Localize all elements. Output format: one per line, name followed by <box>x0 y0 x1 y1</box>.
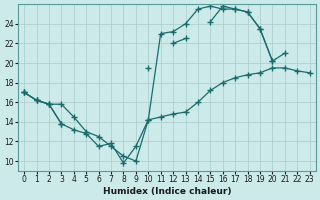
X-axis label: Humidex (Indice chaleur): Humidex (Indice chaleur) <box>103 187 231 196</box>
